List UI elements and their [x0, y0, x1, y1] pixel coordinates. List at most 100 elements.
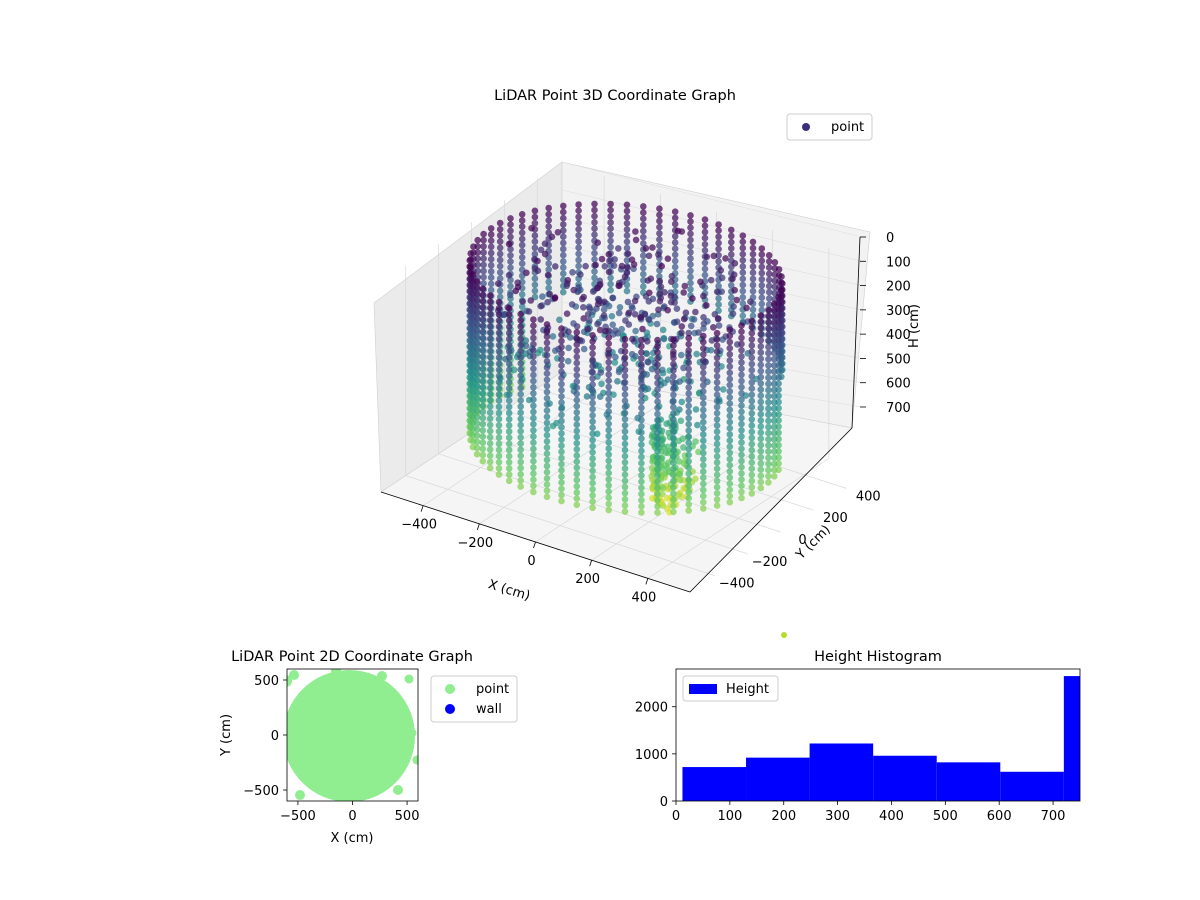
histogram-bar — [746, 757, 810, 801]
cloud-point — [573, 446, 581, 453]
cloud-point — [530, 322, 537, 330]
cloud-point — [757, 484, 765, 492]
cloud-point — [621, 477, 629, 485]
cloud-point — [682, 309, 690, 317]
cloud-point — [480, 273, 487, 281]
cloud-point — [573, 353, 581, 361]
cloud-point — [685, 402, 692, 410]
cloud-point — [558, 491, 565, 499]
cloud-point — [609, 294, 616, 302]
cloud-point — [573, 366, 581, 373]
cloud-point — [715, 322, 723, 329]
cloud-point — [757, 441, 765, 449]
cloud-point — [486, 397, 494, 404]
cloud-point — [700, 357, 707, 364]
cloud-point — [654, 355, 661, 362]
cloud-point — [748, 348, 756, 356]
cloud-point — [479, 340, 487, 348]
z-tick-label-3d: 0 — [886, 231, 894, 246]
cloud-point — [685, 470, 692, 477]
cloud-point — [573, 335, 581, 342]
cloud-point — [654, 386, 661, 393]
cloud-point — [479, 420, 487, 428]
cloud-point — [713, 342, 721, 349]
cloud-point — [670, 502, 677, 510]
cloud-point — [601, 298, 608, 306]
cloud-point — [554, 229, 562, 236]
cloud-point — [625, 321, 633, 328]
cloud-point — [726, 332, 734, 340]
cloud-point — [496, 262, 504, 270]
cloud-point — [517, 409, 524, 417]
cloud-point — [531, 232, 539, 239]
cloud-point — [573, 402, 581, 410]
cloud-point — [575, 238, 582, 245]
cloud-point — [748, 403, 756, 411]
y-tick-label-3d: 0 — [798, 533, 806, 548]
cloud-point — [530, 353, 537, 360]
x-tick-label-3d: 400 — [631, 590, 656, 605]
cloud-point — [517, 458, 524, 466]
cloud-point — [726, 486, 734, 494]
cloud-point — [575, 207, 582, 214]
cloud-point — [739, 300, 747, 307]
cloud-point — [713, 409, 721, 417]
cloud-point — [654, 404, 661, 412]
cloud-point — [486, 335, 494, 343]
cloud-point — [667, 292, 675, 300]
cloud-point — [670, 354, 677, 362]
cloud-point — [700, 425, 707, 432]
cloud-point — [700, 314, 707, 321]
cloud-point — [518, 241, 526, 249]
cloud-point — [654, 490, 661, 498]
cloud-point — [678, 329, 685, 337]
cloud-point — [505, 311, 513, 318]
cloud-point — [473, 450, 481, 458]
cloud-point — [575, 225, 582, 233]
cloud-point — [630, 261, 638, 268]
cloud-point — [687, 279, 694, 287]
cloud-point — [701, 216, 709, 223]
cloud-point — [530, 433, 537, 440]
scatter-point — [412, 755, 418, 765]
cloud-point — [757, 466, 765, 473]
cloud-point — [765, 343, 772, 351]
cloud-point — [654, 367, 661, 375]
cloud-point — [505, 385, 513, 392]
cloud-point — [552, 263, 559, 270]
cloud-point — [685, 334, 692, 342]
cloud-point — [479, 310, 487, 317]
legend-histogram-box — [682, 675, 779, 702]
cloud-point — [575, 201, 582, 208]
cloud-point — [726, 461, 734, 469]
cloud-point — [621, 434, 629, 442]
cloud-point — [738, 488, 745, 496]
cloud-point — [713, 465, 721, 473]
cloud-point — [589, 455, 596, 462]
cloud-point — [685, 353, 692, 360]
cloud-point — [589, 381, 596, 388]
cloud-point — [726, 375, 734, 383]
cloud-point — [726, 406, 734, 414]
cloud-point — [701, 234, 709, 242]
cloud-point — [505, 335, 513, 343]
cloud-point — [758, 251, 766, 258]
z-tick-label-3d: 100 — [886, 255, 911, 270]
y-tick-label-histogram: 2000 — [635, 701, 668, 716]
cloud-point — [621, 422, 629, 429]
cloud-point — [580, 304, 587, 311]
cloud-point — [621, 348, 629, 355]
cloud-point — [589, 442, 596, 450]
cloud-point — [530, 371, 537, 379]
cloud-point — [615, 309, 623, 317]
z-tick-label-3d: 200 — [886, 280, 911, 295]
cloud-point — [621, 342, 629, 349]
cloud-point — [558, 448, 565, 456]
cloud-point — [715, 227, 722, 234]
cloud-point — [517, 366, 524, 373]
cloud-point — [507, 233, 514, 241]
cloud-point — [479, 328, 487, 336]
cloud-point — [480, 267, 487, 275]
cloud-point — [545, 284, 552, 292]
cloud-point — [700, 382, 707, 389]
